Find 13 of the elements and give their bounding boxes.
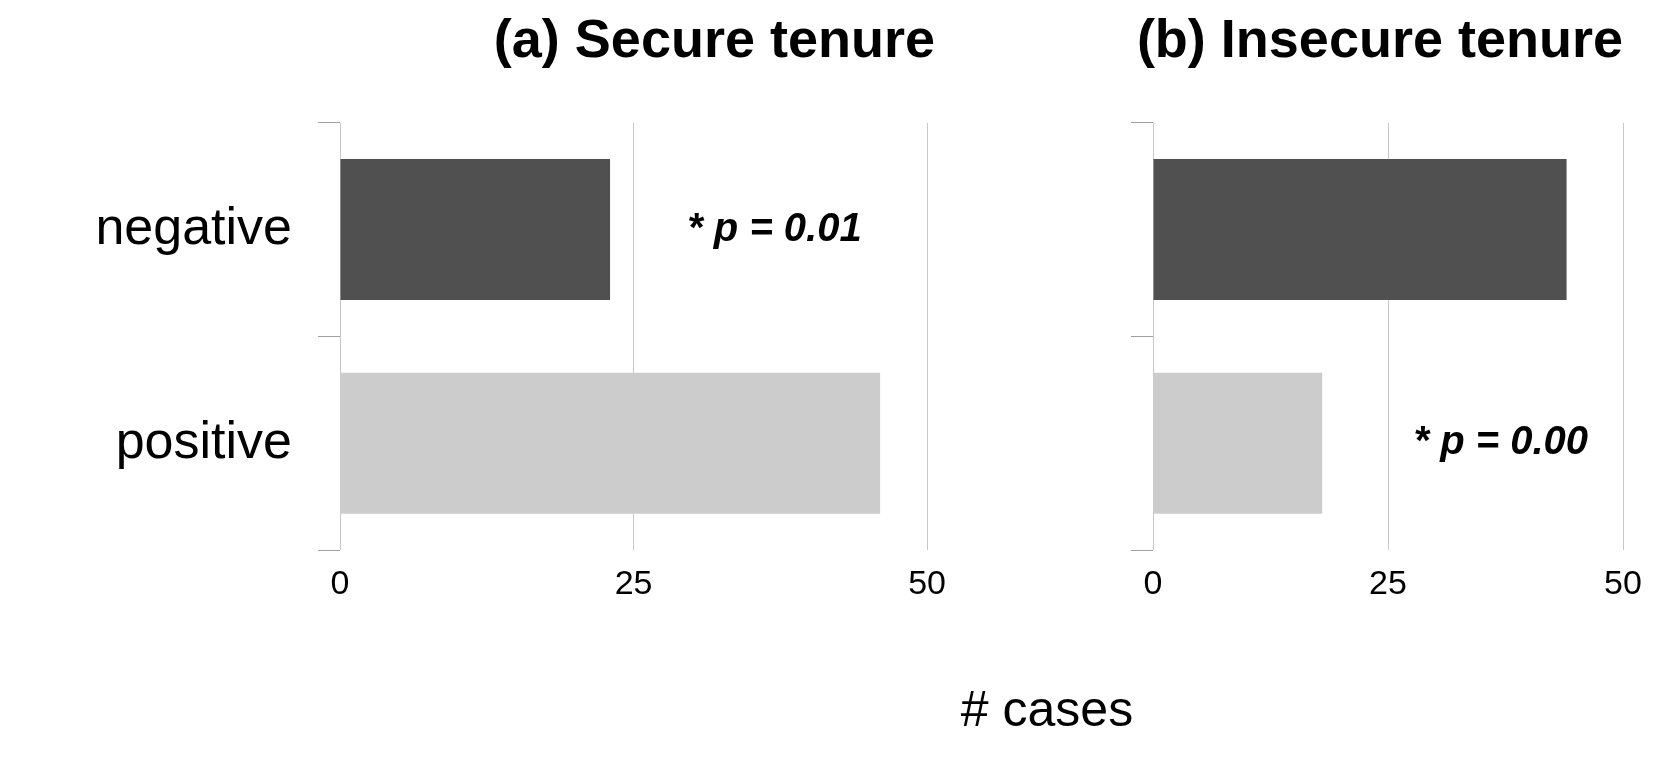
x-tick-label: 0 [330,562,350,601]
x-tick-label: 25 [614,562,653,601]
annotation: * p = 0.00 [1413,418,1589,463]
y-tick-label: negative [95,196,292,255]
x-tick-label: 0 [1143,562,1163,601]
y-tick-label: positive [115,410,292,469]
x-axis-title: # cases [959,680,1135,738]
chart-title: (a) Secure tenure [493,8,935,69]
x-tick-label: 50 [908,562,946,601]
annotation: * p = 0.01 [687,204,862,249]
chart-title: (b) Insecure tenure [1136,8,1623,69]
x-tick-label: 50 [1604,562,1642,601]
x-tick-label: 25 [1369,562,1407,601]
